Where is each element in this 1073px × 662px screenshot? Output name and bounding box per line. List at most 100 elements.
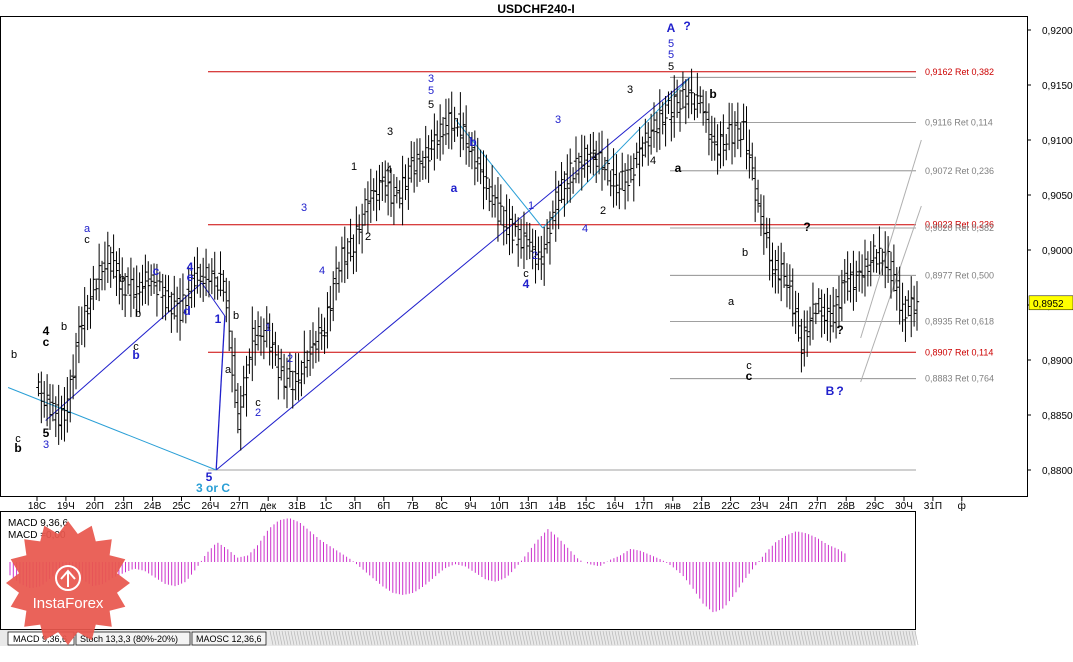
price-tick-label: 0,9100: [1042, 136, 1073, 147]
time-tick-label: 22С: [721, 501, 739, 512]
wave-label: 4: [582, 223, 588, 235]
tab-stoch[interactable]: Stoch 13,3,3 (80%-20%): [75, 631, 191, 646]
wave-label: 1: [592, 151, 598, 163]
wave-line: [215, 76, 691, 471]
wave-label: 4: [187, 260, 194, 274]
wave-label: 5: [668, 38, 674, 50]
time-tick-label: 8С: [435, 501, 448, 512]
wave-label: ?: [803, 220, 810, 234]
wave-label: 5: [43, 426, 50, 440]
time-tick-label: 26Ч: [202, 501, 220, 512]
wave-label: b: [469, 135, 476, 149]
time-tick-label: 6П: [377, 501, 390, 512]
wave-label: b: [132, 348, 139, 362]
wave-label: 4: [523, 277, 530, 291]
wave-label: a: [451, 181, 458, 195]
tab-macd[interactable]: MACD 9,36,6: [7, 631, 75, 646]
current-price-badge: 0,8952: [1028, 295, 1073, 311]
logo-icon: [55, 565, 81, 591]
macd-histogram: [9, 518, 846, 613]
price-axis: 0,92000,91500,91000,90500,90000,89500,89…: [1027, 26, 1073, 477]
wave-line: [45, 282, 203, 421]
wave-label: c: [133, 341, 139, 353]
wave-label: b: [742, 247, 748, 259]
wave-label: 1: [528, 200, 534, 212]
indicator-panel-frame: [0, 511, 916, 630]
wave-label: 3: [301, 202, 307, 214]
wave-label: 1: [265, 322, 271, 334]
wave-label: b: [709, 87, 716, 101]
wave-label: 3: [43, 439, 49, 451]
wave-label: a: [728, 296, 735, 308]
fib-level-label: 0,8883 Ret 0,764: [925, 374, 994, 384]
wave-label: 3: [627, 84, 633, 96]
wave-label: d: [183, 304, 190, 318]
instaforex-logo: InstaForex: [6, 521, 130, 645]
price-tick-label: 0,8800: [1042, 466, 1073, 477]
wave-line: [455, 119, 544, 229]
time-tick-label: 19Ч: [57, 501, 75, 512]
time-tick-label: 28В: [837, 501, 855, 512]
time-tick-label: 1С: [320, 501, 333, 512]
wave-label: 2: [287, 353, 293, 365]
wave-label: b: [135, 308, 141, 320]
time-tick-label: 23П: [115, 501, 133, 512]
indicator-tabs: MACD 9,36,6 Stoch 13,3,3 (80%-20%) MAOSC…: [7, 631, 267, 646]
wave-label: c: [746, 369, 753, 383]
time-tick-label: 27П: [230, 501, 248, 512]
wave-label: e: [187, 270, 194, 284]
wave-line: [7, 387, 217, 471]
wave-label: a: [84, 223, 91, 235]
logo-text: InstaForex: [33, 595, 104, 612]
time-tick-label: 18C: [28, 501, 46, 512]
wave-label: 3: [428, 73, 434, 85]
time-tick-label: дек: [260, 501, 276, 512]
wave-label: b: [14, 441, 21, 455]
wave-label: 5: [206, 470, 213, 484]
wave-label: 5: [428, 85, 434, 97]
wave-label: c: [153, 264, 160, 278]
time-tick-label: 9Ч: [464, 501, 476, 512]
price-tick-label: 0,8900: [1042, 356, 1073, 367]
time-tick-label: 17П: [635, 501, 653, 512]
time-tick-label: янв: [665, 501, 681, 512]
time-tick-label: 24В: [144, 501, 162, 512]
tab-strip-hatch: [269, 630, 919, 646]
time-tick-label: 20П: [86, 501, 104, 512]
wave-label: 5: [428, 99, 434, 111]
wave-label: c: [746, 360, 752, 372]
time-tick-label: 31П: [924, 501, 942, 512]
price-tick-label: 0,9050: [1042, 191, 1073, 202]
time-tick-label: 27П: [808, 501, 826, 512]
wave-label: 1: [215, 312, 222, 326]
wave-label: 3 or C: [196, 481, 230, 495]
wave-label: 4: [386, 164, 392, 176]
fib-level-label: 0,9072 Ret 0,236: [925, 166, 994, 176]
time-axis: 18C 19Ч 20П 23П 24В 25С 26Ч 27П дек 31В 1С 3П 6П 7В 8С…: [28, 496, 966, 512]
fib-level-label: 0,8977 Ret 0,500: [925, 270, 994, 280]
time-tick-label: ф: [958, 500, 966, 512]
wave-label: 2: [255, 407, 261, 419]
macd-label-2: MACD =0,00: [8, 530, 66, 541]
time-tick-label: 25С: [172, 501, 190, 512]
wave-line: [201, 282, 226, 317]
price-tick-label: 0,9200: [1042, 26, 1073, 37]
price-tick-label: 0,8850: [1042, 411, 1073, 422]
time-tick-label: 30Ч: [895, 501, 913, 512]
fib-level-label: 0,9020 Ret 0,382: [925, 223, 994, 233]
tab-maosc[interactable]: MAOSC 12,36,6: [191, 631, 267, 646]
tab-macd-label: MACD 9,36,6: [13, 634, 67, 644]
time-tick-label: 13П: [519, 501, 537, 512]
fib-level-label: 0,9023 Ret 0,236: [925, 220, 994, 230]
current-price-label: 0,8952: [1033, 299, 1064, 310]
price-tick-label: 0,9000: [1042, 246, 1073, 257]
macd-label-1: MACD 9,36,6: [8, 518, 68, 529]
wave-label: 5: [668, 61, 674, 73]
wave-label: b: [233, 310, 239, 322]
wave-label: 4: [650, 155, 656, 167]
fibonacci-levels: 0,9162 Ret 0,382 0,9116 Ret 0,114 0,9072 R…: [208, 67, 994, 471]
wave-label: a: [675, 161, 682, 175]
wave-label: c: [15, 433, 21, 445]
